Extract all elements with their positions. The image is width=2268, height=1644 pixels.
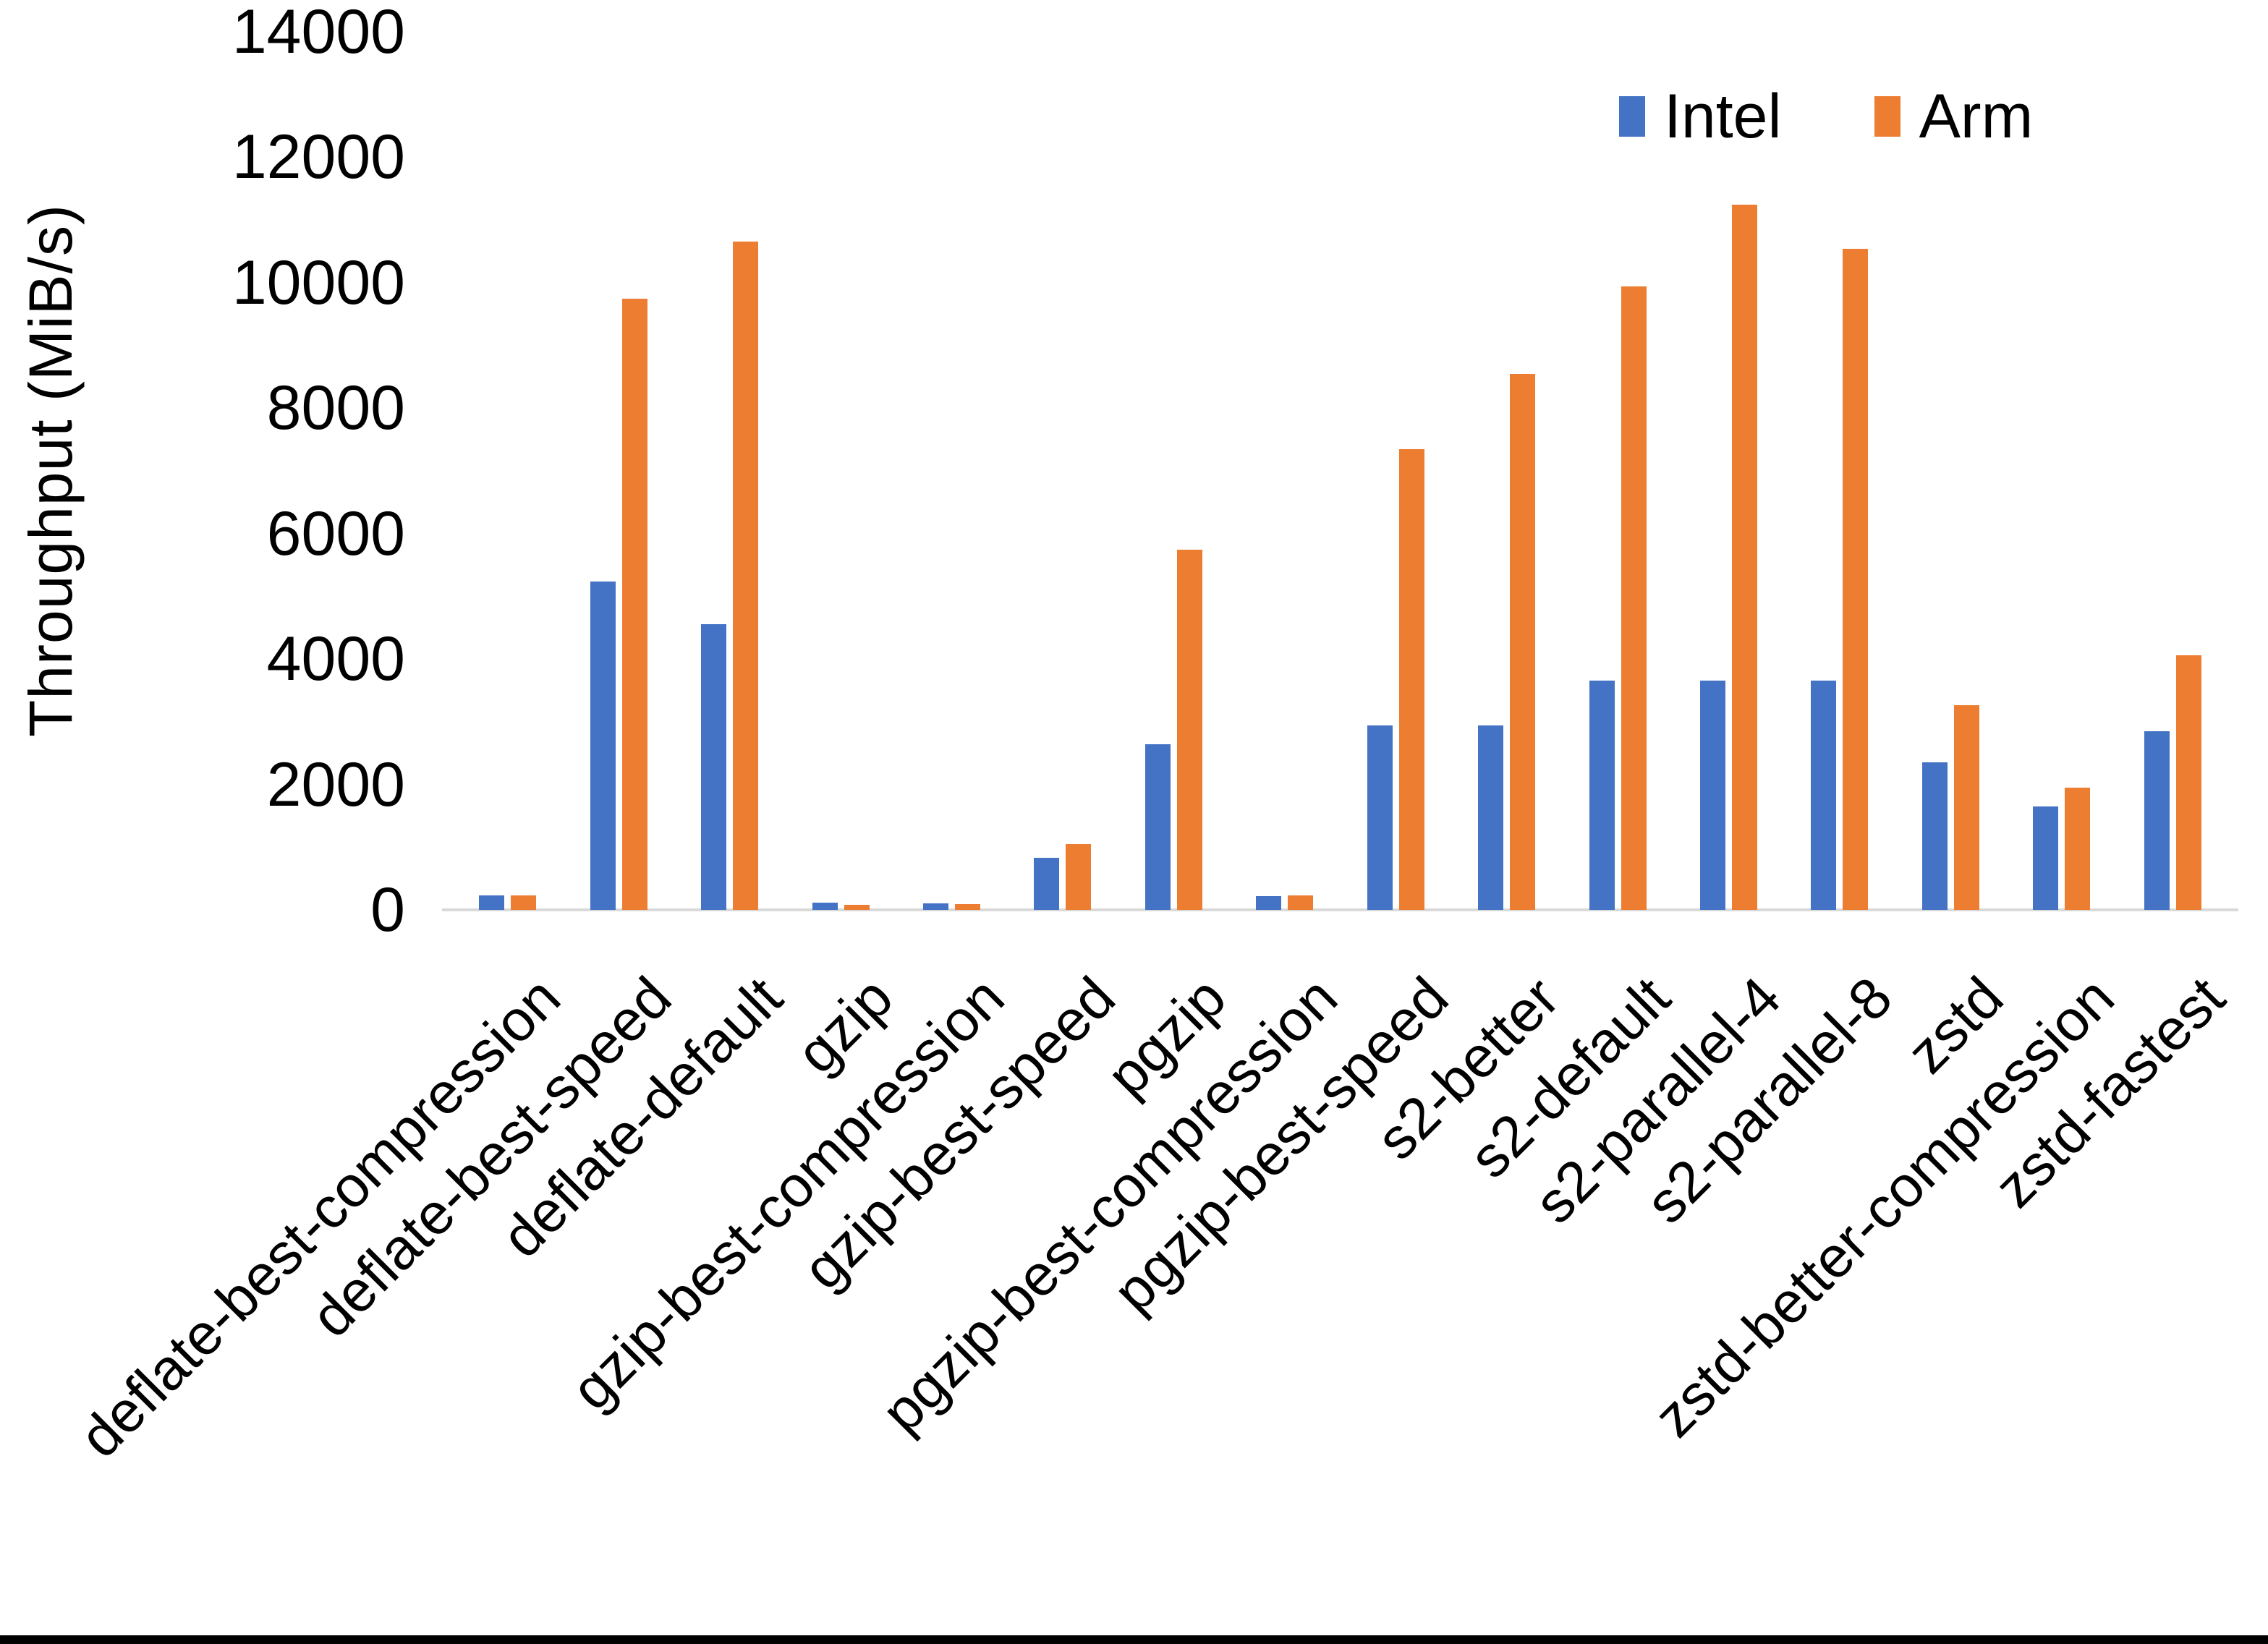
bar-arm-zstd-better-compression: [2065, 788, 2091, 910]
window-bottom-edge: [0, 1635, 2268, 1644]
legend-swatch-intel: [1619, 96, 1645, 137]
bar-intel-deflate-best-speed: [590, 582, 616, 910]
y-tick-label-0: 0: [370, 875, 405, 945]
bar-arm-zstd: [1953, 705, 1979, 910]
bar-intel-pgzip: [1144, 744, 1171, 910]
bar-intel-gzip: [812, 903, 838, 910]
bar-intel-s2-better: [1478, 725, 1504, 910]
bar-arm-s2-better: [1510, 374, 1536, 910]
bar-arm-gzip-best-speed: [1066, 844, 1092, 910]
bar-arm-pgzip-best-compression: [1288, 895, 1314, 910]
legend-label-arm: Arm: [1919, 82, 2034, 151]
bar-intel-s2-default: [1589, 681, 1615, 910]
y-tick-label-8000: 8000: [266, 373, 405, 443]
bar-arm-pgzip: [1176, 550, 1202, 910]
y-tick-label-14000: 14000: [232, 0, 405, 67]
bar-arm-gzip: [844, 905, 870, 910]
bar-arm-deflate-best-compression: [511, 895, 537, 910]
y-tick-label-6000: 6000: [266, 498, 405, 568]
x-axis-line: [442, 908, 2238, 911]
bar-arm-deflate-default: [733, 242, 759, 910]
bar-intel-zstd: [1921, 762, 1948, 910]
y-tick-label-2000: 2000: [266, 749, 405, 819]
y-tick-label-10000: 10000: [232, 247, 405, 318]
bar-intel-s2-parallel-8: [1811, 681, 1837, 910]
bar-intel-deflate-best-compression: [479, 895, 505, 910]
bar-arm-deflate-best-speed: [621, 299, 647, 910]
legend-swatch-arm: [1874, 96, 1900, 137]
bar-arm-gzip-best-compression: [954, 904, 980, 910]
bar-intel-gzip-best-compression: [922, 903, 948, 910]
legend-item-arm: Arm: [1874, 82, 2034, 151]
y-axis-tick-labels: 0 2000 4000 6000 8000 10000 12000 14000: [0, 1, 409, 941]
bar-arm-zstd-fastest: [2175, 655, 2201, 910]
bar-intel-zstd-better-compression: [2033, 806, 2059, 910]
legend: Intel Arm: [1619, 85, 2033, 148]
bar-intel-pgzip-best-speed: [1367, 725, 1393, 910]
x-axis-category-labels: deflate-best-compression deflate-best-spe…: [67, 965, 2237, 1617]
bar-arm-pgzip-best-speed: [1398, 449, 1424, 910]
y-tick-label-4000: 4000: [266, 624, 405, 694]
bar-arm-s2-parallel-4: [1732, 205, 1758, 910]
bar-intel-gzip-best-speed: [1034, 858, 1060, 910]
bar-intel-zstd-fastest: [2144, 731, 2170, 910]
y-tick-label-12000: 12000: [232, 122, 405, 192]
legend-item-intel: Intel: [1619, 85, 1782, 148]
bar-intel-s2-parallel-4: [1700, 681, 1726, 910]
legend-label-intel: Intel: [1664, 82, 1782, 151]
bar-intel-deflate-default: [701, 624, 727, 910]
bar-arm-s2-parallel-8: [1843, 249, 1869, 910]
bar-intel-pgzip-best-compression: [1256, 896, 1282, 910]
plot-area: [442, 32, 2238, 911]
bar-arm-s2-default: [1621, 286, 1647, 910]
